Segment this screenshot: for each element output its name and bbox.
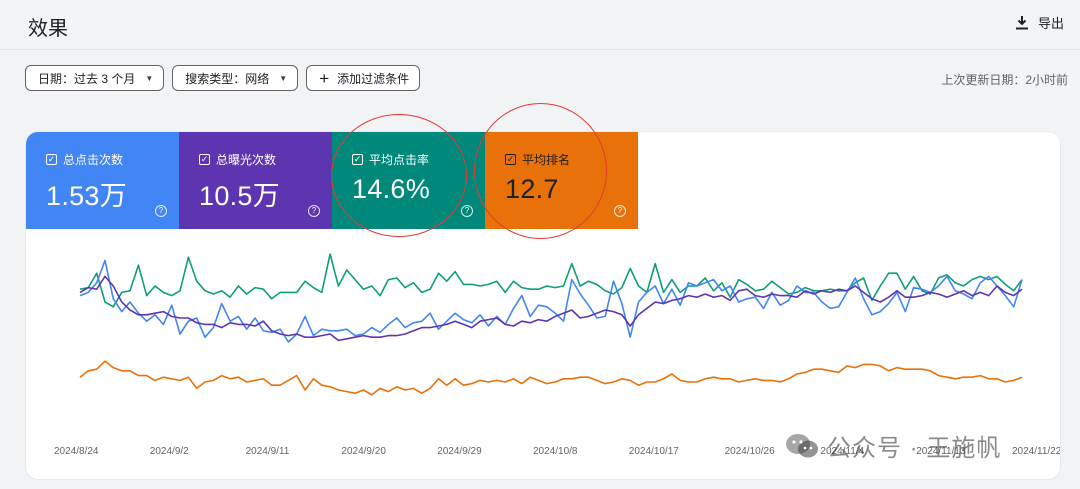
date-filter-chip[interactable]: 日期：过去 3 个月 ▼	[25, 65, 165, 91]
chart-lines	[79, 253, 1023, 396]
checkbox-checked-icon[interactable]: ✓	[199, 154, 210, 165]
date-filter-label: 日期：过去 3 个月	[38, 71, 136, 86]
metric-value: 14.6%	[352, 174, 431, 204]
help-icon[interactable]: ?	[614, 205, 626, 217]
series-line-3	[79, 360, 1023, 396]
x-tick-label: 2024/8/24	[54, 446, 99, 457]
metric-header: ✓ 平均排名	[505, 151, 570, 168]
x-tick-label: 2024/11/22	[1012, 446, 1060, 457]
performance-line-chart: 2024/8/24 2024/9/2 2024/9/11 2024/9/20 2024/…	[54, 253, 1060, 457]
metric-value: 1.53万	[46, 181, 128, 211]
caret-down-icon: ▼	[145, 73, 154, 83]
filter-bar: 日期：过去 3 个月 ▼ 搜索类型：网络 ▼ + 添加过滤条件	[25, 65, 421, 91]
help-icon[interactable]: ?	[308, 205, 320, 217]
metric-header: ✓ 平均点击率	[352, 151, 429, 168]
x-tick-label: 2024/9/20	[341, 446, 386, 457]
help-icon[interactable]: ?	[461, 205, 473, 217]
x-tick-label: 2024/10/17	[629, 446, 679, 457]
export-button[interactable]: 导出	[1014, 13, 1064, 32]
metric-tabs: ✓ 总点击次数 1.53万 ? ✓ 总曝光次数 10.5万 ? ✓ 平均点击率 …	[26, 132, 638, 229]
page-title: 效果	[28, 18, 68, 40]
metric-label: 总点击次数	[63, 153, 124, 167]
metric-total-clicks[interactable]: ✓ 总点击次数 1.53万 ?	[26, 132, 179, 229]
add-filter-button[interactable]: + 添加过滤条件	[306, 65, 421, 91]
performance-card: ✓ 总点击次数 1.53万 ? ✓ 总曝光次数 10.5万 ? ✓ 平均点击率 …	[26, 132, 1060, 479]
x-tick-label: 2024/9/29	[437, 446, 482, 457]
search-type-filter-chip[interactable]: 搜索类型：网络 ▼	[172, 65, 299, 91]
metric-header: ✓ 总点击次数	[46, 151, 123, 168]
plus-icon: +	[319, 68, 330, 88]
download-icon	[1015, 15, 1028, 29]
checkbox-checked-icon[interactable]: ✓	[505, 154, 516, 165]
metric-header: ✓ 总曝光次数	[199, 151, 276, 168]
metric-value: 12.7	[505, 174, 559, 204]
x-tick-label: 2024/9/11	[246, 446, 290, 457]
caret-down-icon: ▼	[279, 73, 288, 83]
metric-total-impressions[interactable]: ✓ 总曝光次数 10.5万 ?	[179, 132, 332, 229]
x-tick-label: 2024/11/4	[820, 446, 864, 457]
metric-value: 10.5万	[199, 181, 281, 211]
x-tick-label: 2024/11/13	[916, 446, 966, 457]
metric-average-position[interactable]: ✓ 平均排名 12.7 ?	[485, 132, 638, 229]
metric-label: 总曝光次数	[216, 153, 277, 167]
metric-average-ctr[interactable]: ✓ 平均点击率 14.6% ?	[332, 132, 485, 229]
metric-label: 平均排名	[522, 153, 571, 167]
add-filter-label: 添加过滤条件	[337, 71, 410, 86]
x-tick-label: 2024/10/8	[533, 446, 578, 457]
x-axis-labels: 2024/8/24 2024/9/2 2024/9/11 2024/9/20 2024/…	[54, 446, 1060, 457]
search-type-filter-label: 搜索类型：网络	[185, 71, 270, 86]
x-tick-label: 2024/10/26	[725, 446, 775, 457]
metric-label: 平均点击率	[369, 153, 430, 167]
series-line-2	[79, 275, 1023, 342]
top-bar: 效果 导出	[0, 0, 1080, 50]
x-tick-label: 2024/9/2	[150, 446, 189, 457]
series-line-0	[79, 253, 1023, 308]
checkbox-checked-icon[interactable]: ✓	[46, 154, 57, 165]
export-label: 导出	[1037, 16, 1064, 31]
help-icon[interactable]: ?	[155, 205, 167, 217]
series-line-1	[79, 259, 1023, 343]
checkbox-checked-icon[interactable]: ✓	[352, 154, 363, 165]
last-updated-text: 上次更新日期：2小时前	[941, 73, 1068, 87]
